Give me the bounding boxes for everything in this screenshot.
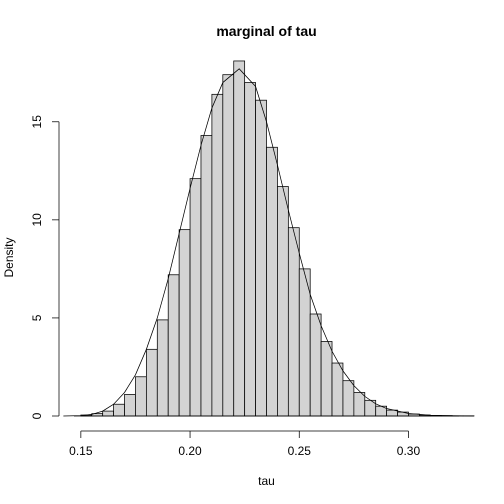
histogram-bar: [244, 82, 256, 417]
y-tick-label: 10: [30, 213, 44, 227]
x-axis: 0.15 0.20 0.25 0.30: [69, 430, 421, 458]
histogram-bar: [211, 93, 224, 417]
histogram-bar: [135, 376, 147, 417]
histogram-bar: [342, 380, 355, 417]
y-axis-label: Density: [2, 237, 16, 277]
histogram-bars: [74, 60, 475, 417]
histogram-bar: [266, 146, 278, 417]
histogram-bar: [189, 178, 202, 417]
histogram-bar: [397, 411, 409, 417]
y-tick-label: 0: [30, 412, 44, 419]
y-tick-label: 15: [30, 115, 44, 129]
histogram-bar: [222, 74, 235, 417]
histogram-bar: [277, 186, 289, 417]
histogram-bar: [309, 313, 322, 417]
histogram-bar: [255, 99, 267, 417]
x-axis-label: tau: [258, 474, 275, 488]
histogram-bar: [233, 60, 246, 417]
histogram-bar: [178, 229, 191, 417]
chart-title: marginal of tau: [216, 23, 316, 39]
histogram-bar: [156, 319, 169, 417]
histogram-bar: [331, 362, 344, 417]
histogram-bar: [124, 394, 136, 417]
histogram-bar: [167, 274, 180, 417]
histogram-bar: [287, 227, 300, 417]
histogram-bar: [320, 341, 333, 417]
y-tick-label: 5: [30, 314, 44, 321]
x-tick-label: 0.30: [397, 444, 421, 458]
x-tick-label: 0.25: [288, 444, 312, 458]
histogram-bar: [113, 403, 125, 417]
density-curve: [63, 68, 475, 417]
histogram-bar: [298, 268, 311, 417]
x-tick-label: 0.15: [69, 444, 93, 458]
y-axis: 0 5 10 15: [30, 115, 60, 419]
x-tick-label: 0.20: [178, 444, 202, 458]
histogram-bar: [353, 392, 366, 417]
histogram-bar: [200, 135, 213, 417]
histogram-bar: [145, 348, 158, 417]
histogram-bar: [102, 410, 114, 417]
